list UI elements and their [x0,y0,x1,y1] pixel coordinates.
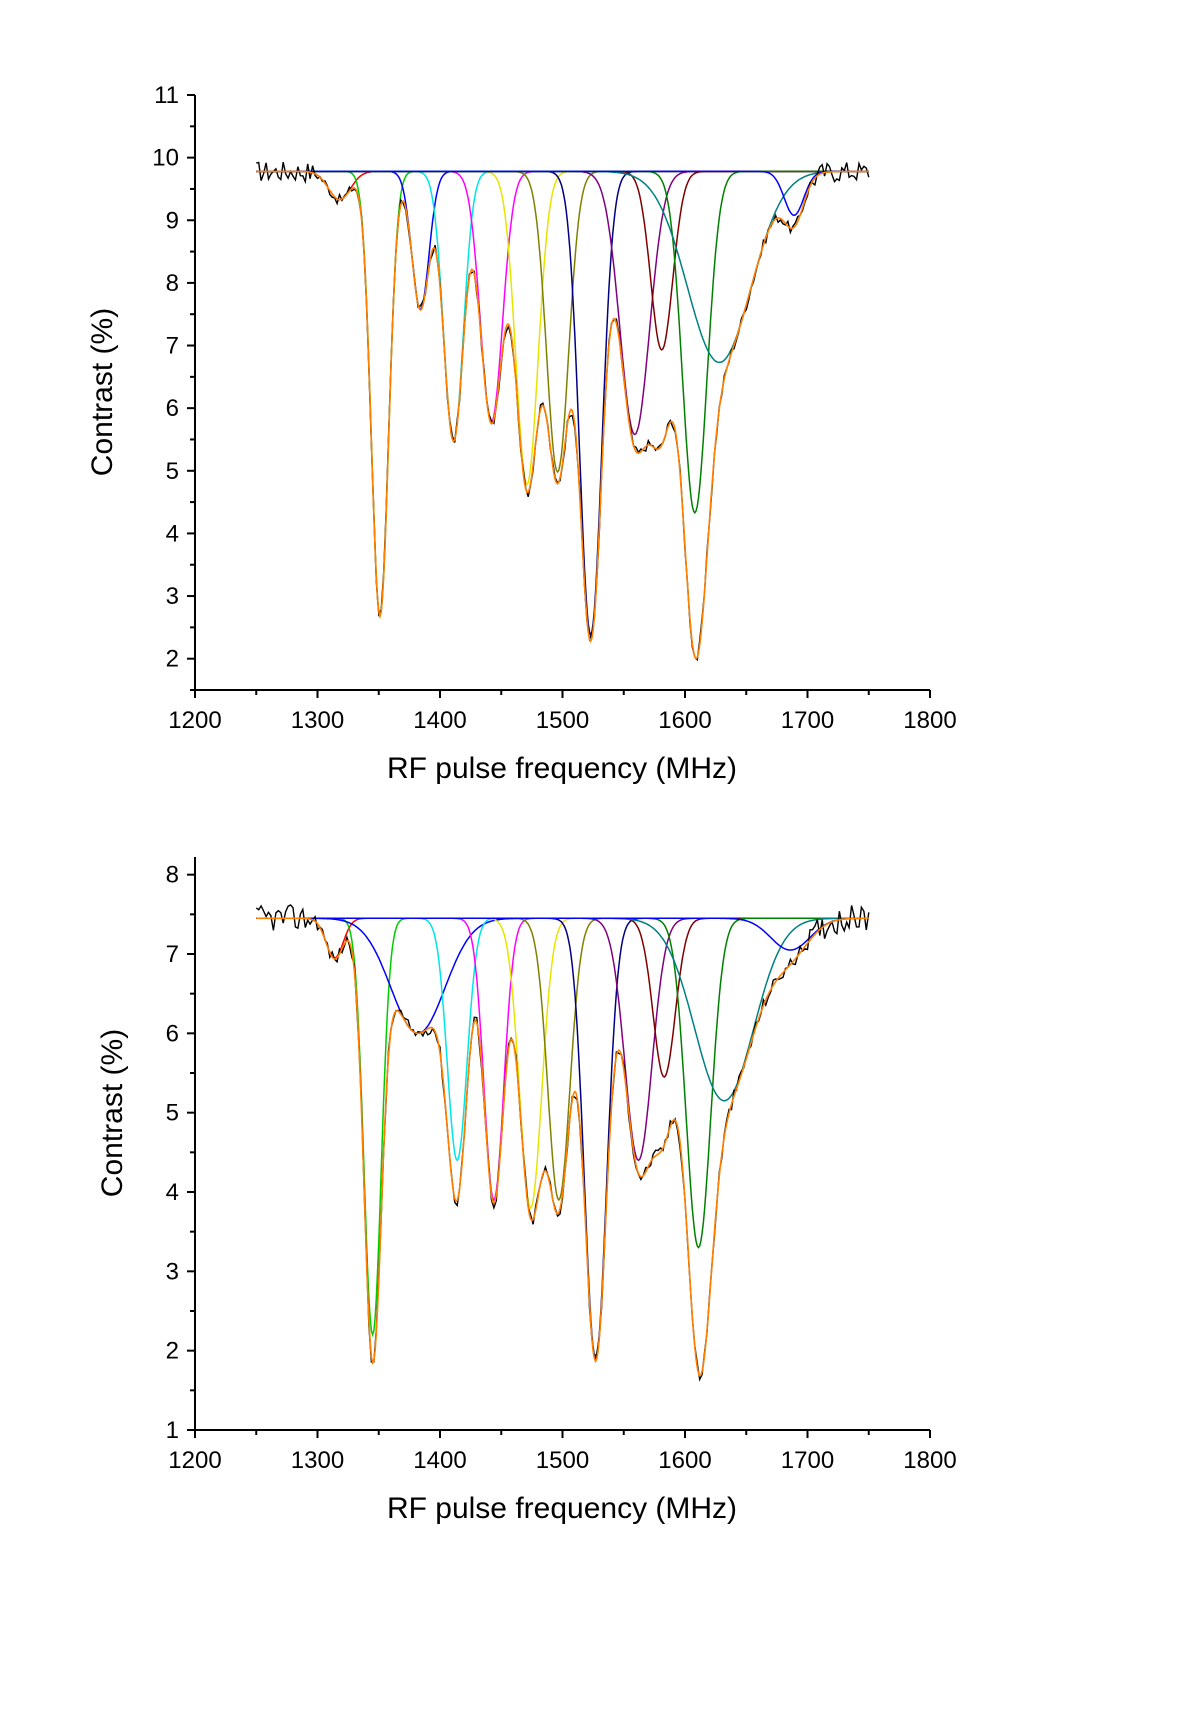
axes [194,857,930,1431]
peak-fit-curve-7 [256,170,869,474]
peak-fit-curve-8 [256,917,869,1361]
peak-fits [256,917,869,1361]
peak-fit-curve-1 [256,170,869,201]
y-tick-label: 5 [166,1100,179,1127]
peak-fit-curve-3 [256,917,869,1035]
axes [194,95,930,691]
peak-fit-curve-2 [256,170,869,620]
y-tick-label: 5 [166,458,179,485]
measured-and-fit [256,160,870,662]
measured-and-fit [255,904,870,1382]
cumulative-fit-line [256,917,869,1377]
x-ticks: 1200 1300 1400 1500 1600 1700 1800 [168,1430,957,1474]
x-tick-label: 1500 [536,1447,589,1474]
y-axis-title: Contrast (%) [96,1029,129,1197]
y-tick-label: 6 [166,395,179,422]
y-ticks: 1 2 3 4 5 6 7 8 [166,862,195,1444]
x-tick-label: 1800 [903,1447,956,1474]
peak-fit-curve-4 [256,170,869,443]
spectrum-chart-bottom: 1 2 3 4 5 6 7 8 1200 1300 1400 1500 1600 1700 1800 RF… [96,857,957,1525]
y-tick-label: 9 [166,207,179,234]
cumulative-fit-line [256,170,869,661]
y-tick-label: 4 [166,520,179,547]
peak-fits [256,170,869,637]
x-tick-label: 1600 [658,1447,711,1474]
y-tick-label: 7 [166,941,179,968]
x-tick-label: 1200 [168,1447,221,1474]
peak-fit-curve-5 [256,917,869,1202]
peak-fit-curve-9 [256,170,869,436]
x-tick-label: 1300 [291,707,344,734]
peak-fit-curve-13 [256,917,869,951]
x-tick-label: 1700 [781,707,834,734]
y-tick-label: 3 [166,583,179,610]
x-axis-title: RF pulse frequency (MHz) [387,1492,737,1525]
peak-fit-curve-12 [256,917,869,1102]
y-tick-label: 2 [166,1338,179,1365]
x-tick-label: 1200 [168,707,221,734]
measured-data-line [255,904,870,1382]
y-ticks: 2 3 4 5 6 7 8 9 10 11 [152,82,195,691]
peak-fit-curve-10 [256,170,869,351]
y-tick-label: 2 [166,646,179,673]
peak-fit-curve-7 [256,917,869,1202]
x-axis-title: RF pulse frequency (MHz) [387,752,737,785]
y-tick-label: 6 [166,1020,179,1047]
x-tick-label: 1400 [413,1447,466,1474]
y-tick-label: 7 [166,333,179,360]
measured-data-line [256,160,870,662]
x-tick-label: 1500 [536,707,589,734]
x-tick-label: 1400 [413,707,466,734]
peak-fit-curve-8 [256,170,869,637]
y-tick-label: 8 [166,270,179,297]
peak-fit-curve-6 [256,917,869,1210]
y-axis-title: Contrast (%) [86,308,119,476]
peak-fit-curve-13 [256,170,869,217]
x-tick-label: 1700 [781,1447,834,1474]
spectrum-chart-top: 2 3 4 5 6 7 8 9 10 11 1200 1300 1400 1500 1600 1700 180… [86,82,957,785]
y-tick-label: 10 [152,145,179,172]
y-tick-label: 11 [154,82,179,109]
x-ticks: 1200 1300 1400 1500 1600 1700 1800 [168,690,957,734]
y-tick-label: 8 [166,862,179,889]
x-tick-label: 1300 [291,1447,344,1474]
y-tick-label: 1 [166,1417,179,1444]
y-tick-label: 3 [166,1258,179,1285]
x-tick-label: 1800 [903,707,956,734]
x-tick-label: 1600 [658,707,711,734]
peak-fit-curve-12 [256,170,869,364]
y-tick-label: 4 [166,1179,179,1206]
